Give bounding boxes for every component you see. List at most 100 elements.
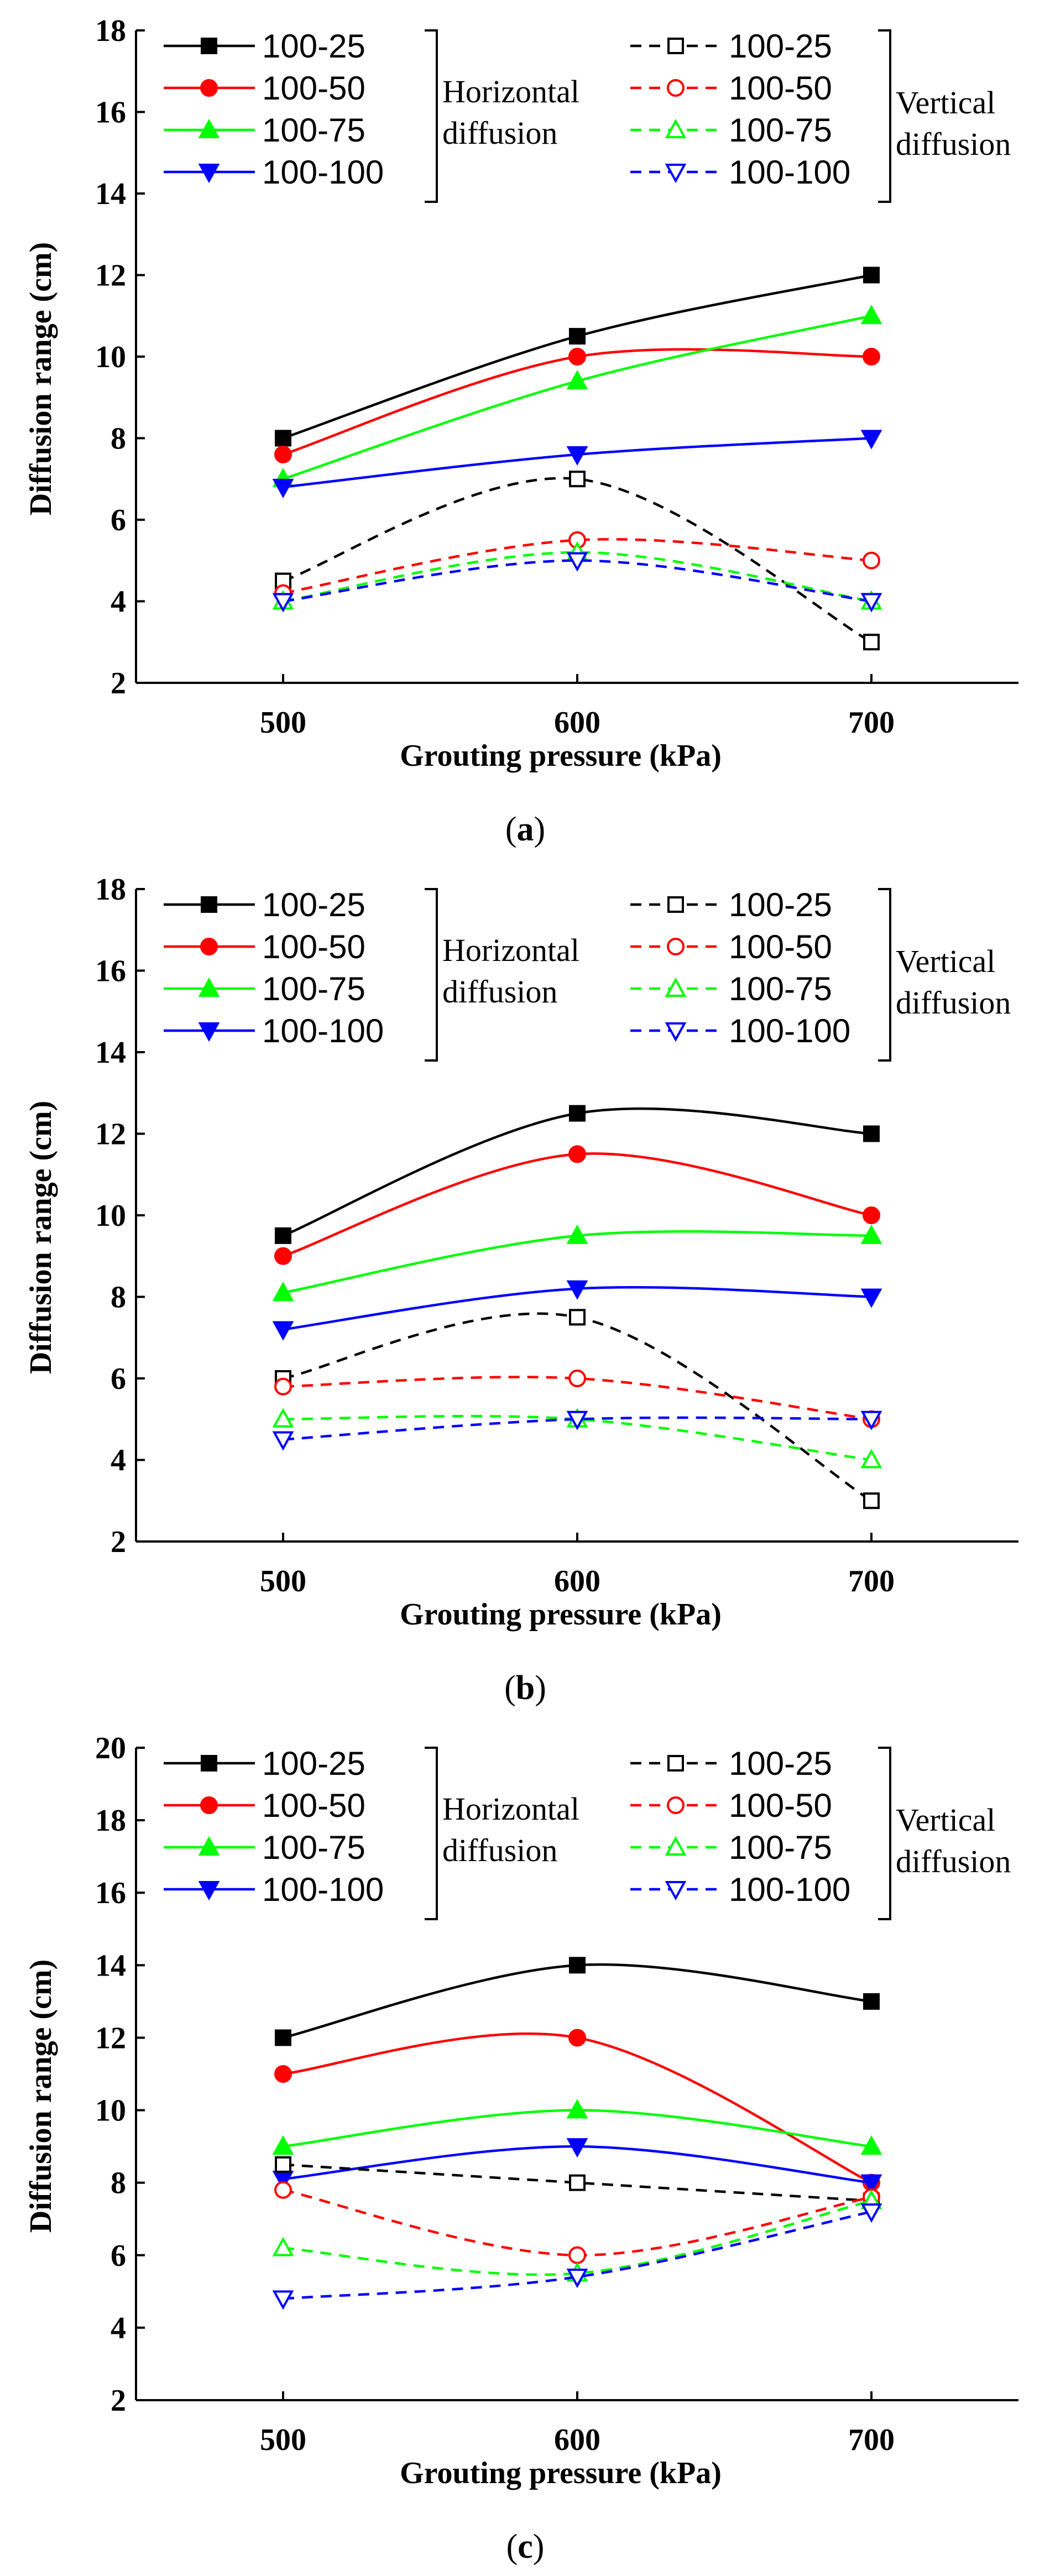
panel-caption-letter: c <box>518 2528 533 2565</box>
data-point-vertical-100-100 <box>860 1410 882 1430</box>
data-point-vertical-100-100 <box>860 593 882 613</box>
y-tick-label: 6 <box>111 503 126 537</box>
series-line-vertical-100-25 <box>283 477 873 644</box>
y-tick-label: 10 <box>95 2094 126 2128</box>
y-tick-label: 2 <box>111 2384 126 2418</box>
group-label-horizontal-2: diffusion <box>442 1832 557 1868</box>
data-point-horizontal-100-100 <box>566 1280 588 1300</box>
data-point-horizontal-100-100 <box>272 1321 294 1341</box>
chart-panel-a: 2 4 6 8 10 12 14 16 18 500 600 700 Grouting pressure… <box>0 0 1050 859</box>
group-label-vertical-2: diffusion <box>896 1843 1011 1879</box>
data-point-horizontal-100-75 <box>860 1224 882 1244</box>
group-label-horizontal-2: diffusion <box>442 974 557 1010</box>
data-point-vertical-100-50 <box>568 2246 586 2264</box>
data-point-horizontal-100-25 <box>275 430 291 447</box>
legend-bracket-vertical <box>878 888 891 1062</box>
group-label-vertical-2: diffusion <box>896 985 1011 1021</box>
panel-caption-letter: a <box>517 811 534 848</box>
data-point-vertical-100-25 <box>863 634 880 651</box>
data-point-horizontal-100-50 <box>274 2065 292 2083</box>
data-point-vertical-100-25 <box>569 471 586 488</box>
data-point-vertical-100-50 <box>274 1377 292 1396</box>
data-point-horizontal-100-75 <box>860 2135 882 2155</box>
data-point-vertical-100-50 <box>568 1370 586 1387</box>
legend-label-vertical: 100-75 <box>729 112 832 149</box>
y-tick-label: 2 <box>111 666 126 701</box>
legend-marker-horizontal-100-100 <box>198 1022 220 1042</box>
legend-marker-vertical-100-75 <box>665 118 687 138</box>
legend-label-vertical: 100-25 <box>729 1745 832 1782</box>
data-point-horizontal-100-50 <box>863 1206 880 1224</box>
y-tick-label: 2 <box>111 1525 126 1559</box>
legend-label-horizontal: 100-25 <box>262 28 365 65</box>
data-point-vertical-100-25 <box>863 1492 880 1509</box>
legend-label-vertical: 100-100 <box>729 154 850 191</box>
series-line-horizontal-100-25 <box>283 1107 872 1237</box>
group-label-horizontal: Horizontal <box>442 74 579 109</box>
data-point-vertical-100-75 <box>272 2237 294 2256</box>
group-label-vertical: Vertical <box>896 1802 995 1838</box>
group-label-vertical: Vertical <box>896 943 995 979</box>
data-point-horizontal-100-100 <box>566 2138 588 2158</box>
legend-label-horizontal: 100-100 <box>262 1871 384 1908</box>
legend-label-horizontal: 100-75 <box>262 1829 365 1866</box>
y-tick-label: 18 <box>95 14 126 48</box>
legend-marker-horizontal-100-75 <box>198 977 220 997</box>
legend-marker-vertical-100-50 <box>667 79 685 97</box>
group-label-horizontal: Horizontal <box>442 932 579 968</box>
legend-label-horizontal: 100-75 <box>262 112 365 149</box>
y-tick-label: 12 <box>95 1117 126 1152</box>
group-label-horizontal-2: diffusion <box>442 115 557 151</box>
data-point-horizontal-100-75 <box>860 305 882 325</box>
data-point-vertical-100-25 <box>569 1309 586 1326</box>
y-tick-label: 12 <box>95 2021 126 2055</box>
data-point-vertical-100-25 <box>275 2156 291 2173</box>
data-point-horizontal-100-100 <box>860 2174 882 2194</box>
x-axis-title: Grouting pressure (kPa) <box>400 739 722 773</box>
x-tick-label: 500 <box>260 1564 306 1598</box>
y-tick-label: 10 <box>95 1199 126 1233</box>
legend-label-vertical: 100-25 <box>729 886 832 923</box>
y-tick-label: 4 <box>111 1444 126 1478</box>
data-point-horizontal-100-25 <box>275 1227 291 1244</box>
x-tick-label: 700 <box>848 1564 895 1598</box>
data-point-vertical-100-100 <box>272 1431 294 1451</box>
data-point-vertical-100-100 <box>860 2203 882 2223</box>
group-label-horizontal: Horizontal <box>442 1791 579 1827</box>
legend-marker-horizontal-100-25 <box>201 38 217 54</box>
data-point-vertical-100-50 <box>274 2181 292 2199</box>
data-point-horizontal-100-50 <box>568 1145 586 1163</box>
legend-label-vertical: 100-75 <box>729 1829 832 1866</box>
series-line-vertical-100-25 <box>283 1312 873 1502</box>
legend-label-horizontal: 100-25 <box>262 1745 365 1782</box>
group-label-vertical-2: diffusion <box>896 126 1011 162</box>
chart-panel-b: 2 4 6 8 10 12 14 16 18 500 600 700 Grouting pressure… <box>0 859 1050 1717</box>
y-tick-label: 18 <box>95 872 126 907</box>
data-point-vertical-100-50 <box>863 551 880 569</box>
legend-marker-vertical-100-50 <box>667 938 685 955</box>
x-tick-label: 600 <box>554 706 600 740</box>
y-tick-label: 6 <box>111 2239 126 2273</box>
legend-label-vertical: 100-50 <box>729 70 832 107</box>
y-tick-label: 4 <box>111 2311 126 2345</box>
data-point-horizontal-100-100 <box>566 446 588 466</box>
data-point-horizontal-100-25 <box>275 2029 291 2046</box>
legend-bracket-vertical <box>878 29 891 203</box>
y-tick-label: 12 <box>95 259 126 293</box>
data-point-horizontal-100-75 <box>566 370 588 390</box>
legend-label-vertical: 100-75 <box>729 970 832 1007</box>
legend-marker-vertical-100-25 <box>667 1755 684 1772</box>
data-point-vertical-100-75 <box>272 1408 294 1428</box>
data-point-horizontal-100-25 <box>863 1993 880 2010</box>
legend-marker-horizontal-100-50 <box>200 938 218 955</box>
data-point-horizontal-100-50 <box>863 348 880 365</box>
legend-marker-vertical-100-25 <box>667 38 684 54</box>
x-tick-label: 600 <box>554 2423 600 2457</box>
data-point-horizontal-100-25 <box>569 1105 586 1122</box>
legend-bracket-horizontal <box>425 1747 438 1920</box>
legend-label-horizontal: 100-50 <box>262 70 365 107</box>
x-tick-label: 700 <box>848 2423 895 2457</box>
data-point-horizontal-100-100 <box>860 430 882 450</box>
y-axis-title: Diffusion range (cm) <box>24 1960 58 2233</box>
y-tick-label: 14 <box>95 177 126 211</box>
